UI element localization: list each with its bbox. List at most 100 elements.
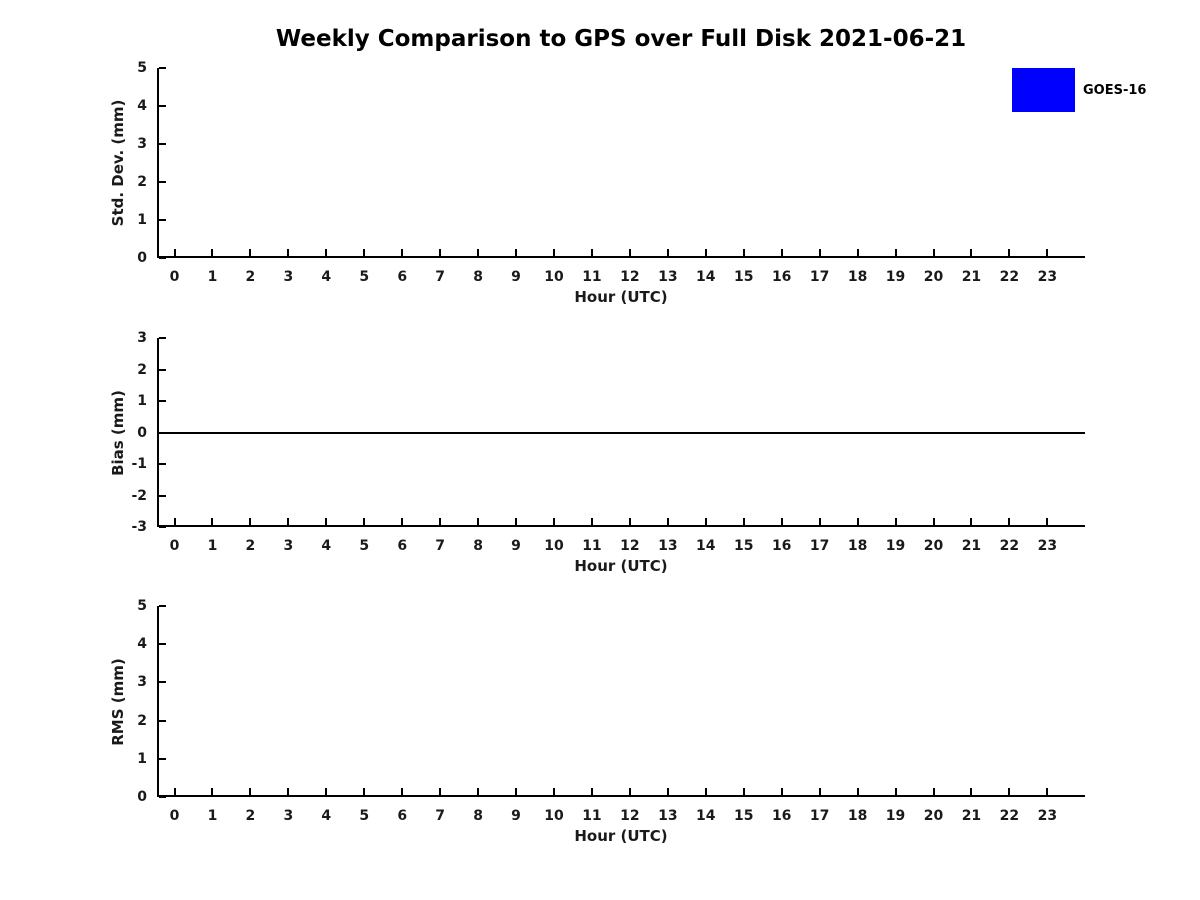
x-tick-label: 19 (885, 269, 906, 285)
y-tick (159, 719, 166, 722)
x-tick (401, 249, 404, 256)
y-tick (159, 605, 166, 607)
x-tick-label: 7 (435, 538, 446, 554)
x-tick (211, 788, 214, 795)
x-tick-label: 4 (321, 808, 332, 824)
x-tick (780, 518, 783, 525)
subplot-std-dev: Std. Dev. (mm) 0 1 2 3 4 5 0 1 2 3 4 5 6 7 8 9 10 11 12 13 1… (109, 60, 1085, 306)
y-axis-line (157, 68, 159, 258)
x-tick (970, 518, 973, 525)
x-tick-label: 18 (847, 269, 868, 285)
y-tick (159, 181, 166, 183)
x-tick-label: 0 (169, 808, 180, 824)
x-tick-label: 21 (961, 538, 982, 554)
x-tick-label: 9 (511, 269, 521, 285)
x-tick (477, 788, 480, 795)
x-tick-label: 3 (283, 269, 294, 285)
x-tick-label: 21 (961, 808, 982, 824)
x-tick-label: 13 (658, 269, 678, 285)
x-tick (780, 249, 783, 256)
x-tick (628, 518, 631, 525)
legend-swatch-goes16 (1012, 68, 1075, 112)
x-axis-label-hour-utc-2: Hour (UTC) (574, 557, 668, 575)
x-tick-label: 14 (696, 538, 716, 554)
y-tick-label: 2 (137, 712, 147, 729)
x-tick (894, 518, 897, 525)
x-tick (515, 518, 518, 525)
x-tick-label: 19 (885, 808, 906, 824)
y-tick (159, 494, 166, 497)
x-tick (970, 788, 973, 795)
x-tick (477, 518, 480, 525)
y-tick-label: 2 (137, 361, 147, 378)
y-tick-label: 5 (137, 598, 147, 614)
y-tick (159, 257, 166, 259)
x-tick (666, 788, 669, 795)
x-tick (325, 788, 328, 795)
x-tick (932, 249, 935, 256)
x-tick (1046, 518, 1049, 525)
subplot-rms: RMS (mm) 0 1 2 3 4 5 0 1 2 3 4 5 6 7 8 9 10 11 12 13 14 15 16 1… (109, 598, 1085, 845)
y-tick (159, 463, 166, 465)
y-axis-line (157, 338, 159, 527)
x-tick-label: 13 (658, 808, 678, 824)
y-tick (159, 796, 166, 798)
x-tick (287, 518, 290, 525)
x-tick (401, 788, 404, 795)
y-tick (159, 368, 166, 371)
x-tick-label: 10 (544, 808, 564, 824)
legend: GOES-16 (1012, 68, 1146, 112)
x-tick (818, 518, 821, 525)
x-tick-label: 11 (582, 269, 602, 285)
x-tick (211, 518, 214, 525)
x-tick (894, 249, 897, 256)
x-tick-label: 21 (961, 269, 982, 285)
y-tick (159, 219, 166, 221)
x-tick (932, 788, 935, 795)
y-tick-label: 3 (137, 674, 147, 691)
x-tick-label: 6 (397, 808, 408, 824)
y-tick-label: -3 (131, 519, 147, 535)
x-tick-label: 5 (359, 538, 370, 554)
x-tick (173, 249, 176, 256)
x-tick-label: 15 (734, 808, 754, 824)
x-tick (590, 788, 593, 795)
x-tick (1046, 788, 1049, 795)
x-tick-label: 8 (473, 808, 483, 824)
x-tick (173, 518, 176, 525)
x-tick-label: 23 (1037, 808, 1058, 824)
x-tick (1008, 788, 1011, 795)
x-tick (439, 249, 442, 256)
y-tick-label: 1 (137, 393, 147, 409)
x-tick (249, 518, 252, 525)
x-tick (325, 518, 328, 525)
x-tick (1046, 249, 1049, 256)
y-tick-label: 2 (137, 174, 147, 190)
y-tick (159, 67, 166, 69)
x-tick-label: 8 (473, 269, 483, 285)
x-tick-label: 6 (397, 269, 408, 285)
x-tick (590, 249, 593, 256)
x-tick-label: 2 (245, 808, 256, 824)
x-tick (287, 249, 290, 256)
x-tick-label: 22 (999, 538, 1020, 554)
x-tick (211, 249, 214, 256)
x-tick-label: 15 (734, 538, 754, 554)
x-tick-label: 3 (283, 538, 294, 554)
x-tick (363, 518, 366, 525)
x-tick-label: 17 (809, 269, 830, 285)
subplot-bias: Bias (mm) -3 -2 -1 0 1 2 3 0 1 2 3 4 5 6 7 8 9 10 11 12 13 14… (109, 330, 1085, 575)
y-tick (159, 681, 166, 684)
chart-title: Weekly Comparison to GPS over Full Disk … (275, 26, 967, 52)
y-tick-label: -2 (131, 487, 147, 504)
y-tick-label: 5 (137, 60, 147, 76)
x-tick-label: 19 (885, 538, 906, 554)
y-tick-label: 4 (137, 636, 147, 653)
plot-area-std-dev: 0 1 2 3 4 5 0 1 2 3 4 5 6 7 8 9 10 11 12 13 14 15 16 17 18 19 20 21… (137, 60, 1085, 285)
y-tick-label: 3 (137, 136, 147, 152)
x-tick (704, 518, 707, 525)
x-tick (1008, 518, 1011, 525)
x-tick-label: 6 (397, 538, 408, 554)
x-tick (363, 788, 366, 795)
